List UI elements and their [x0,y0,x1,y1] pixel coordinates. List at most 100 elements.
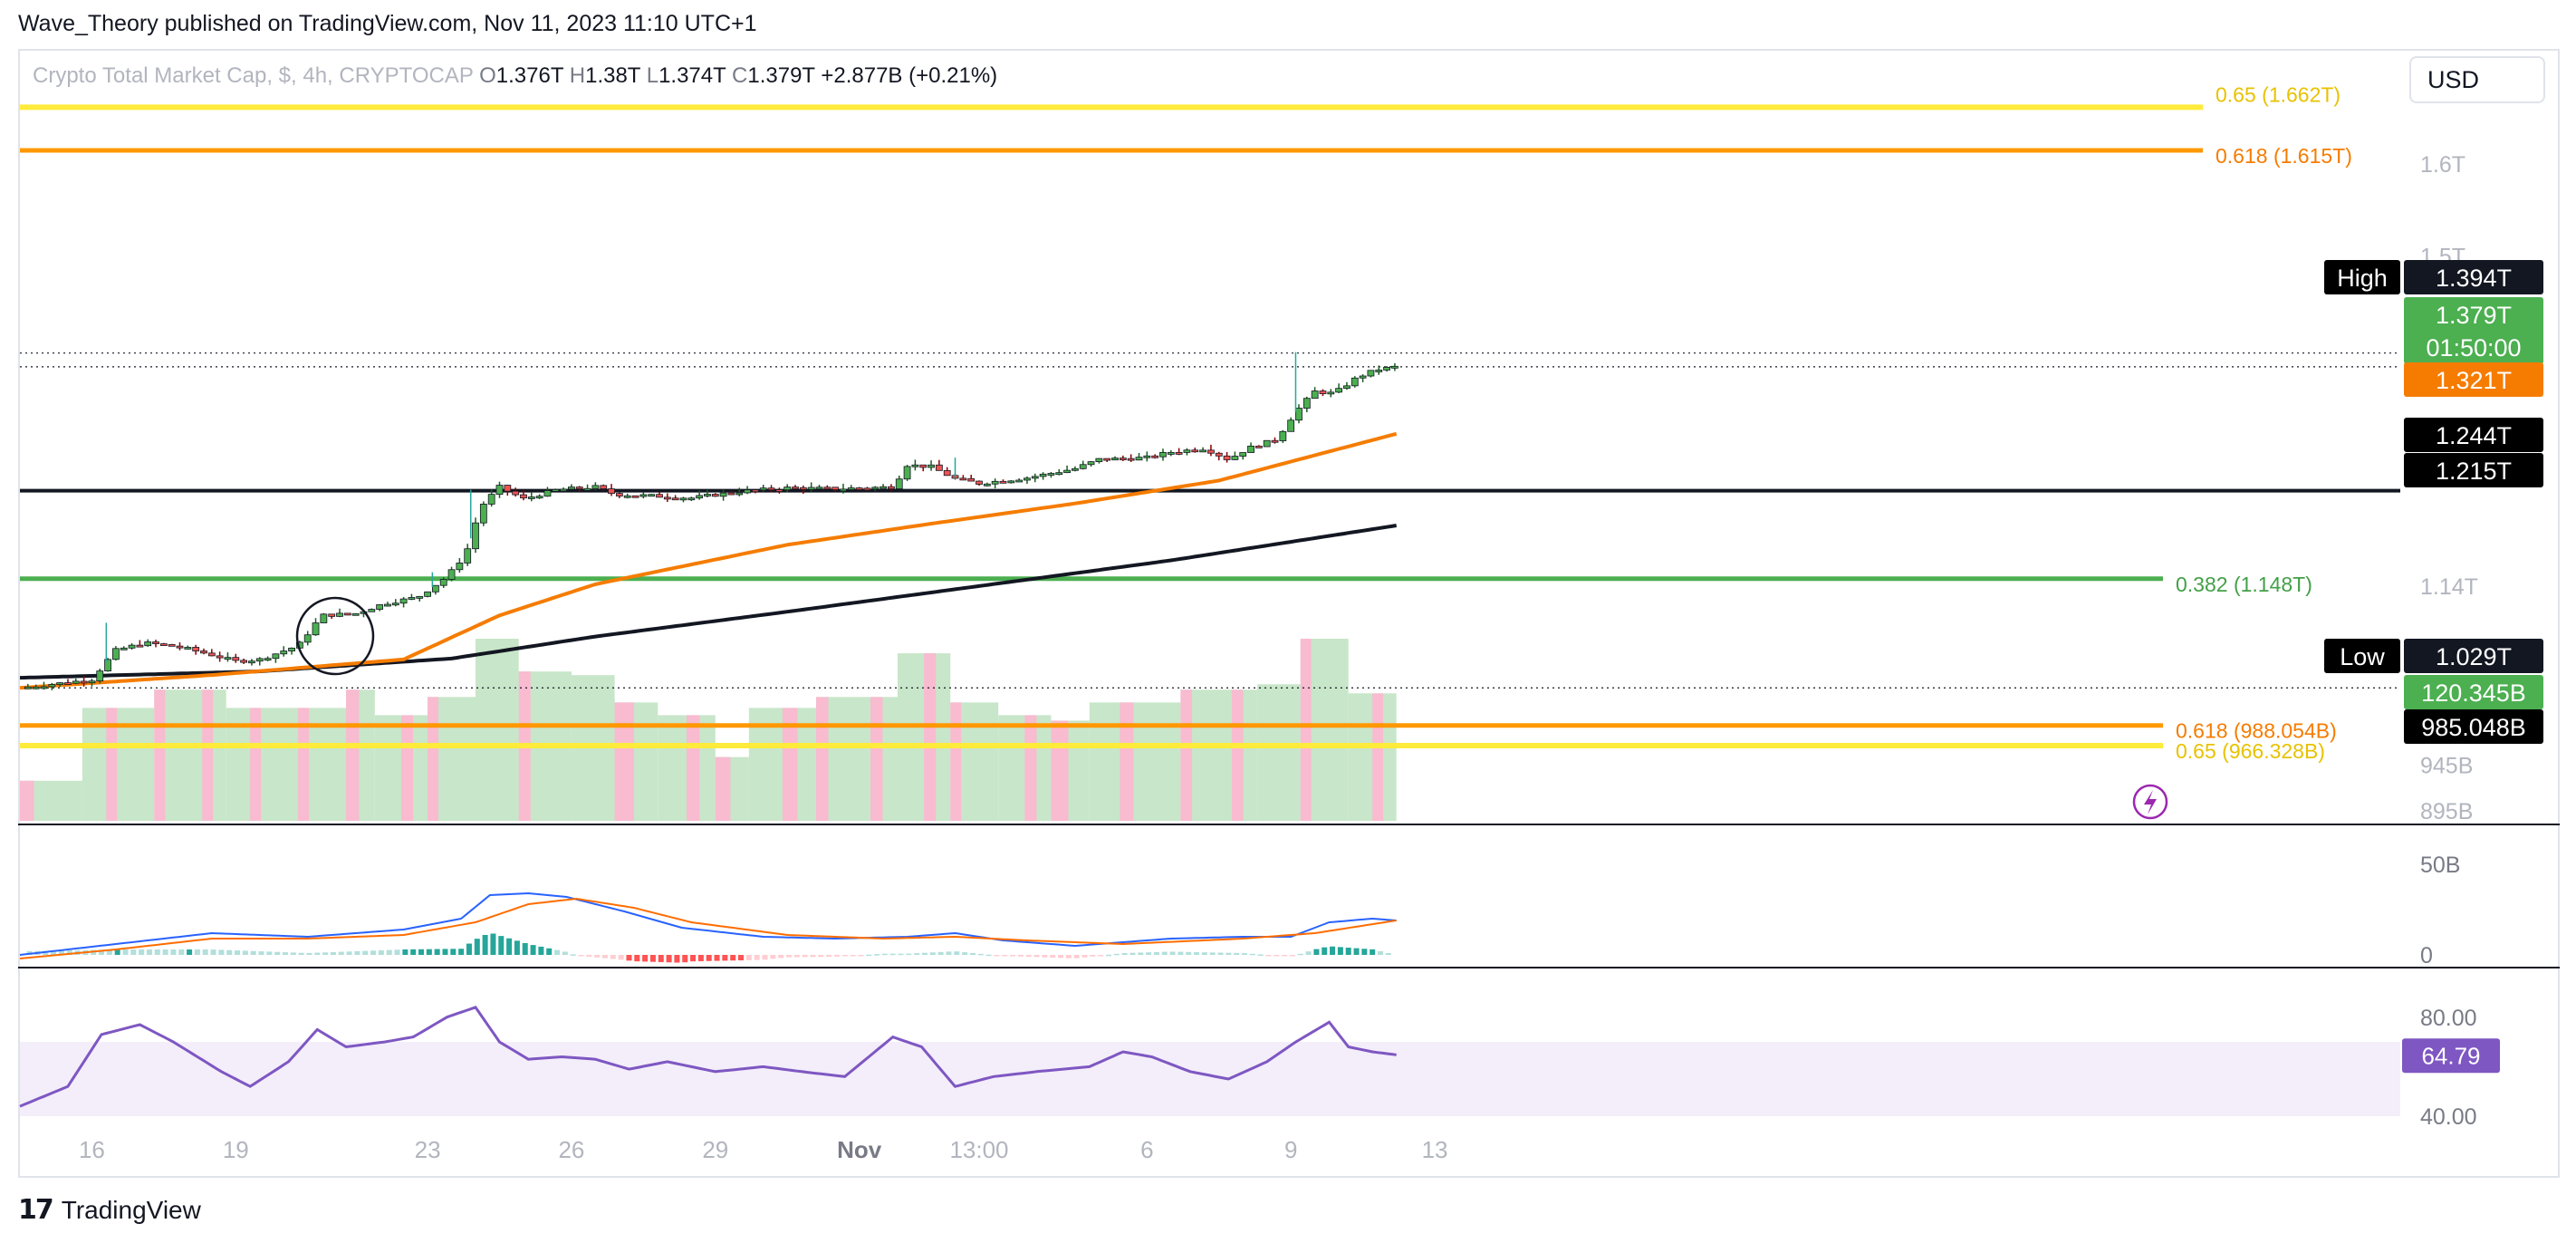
signal-line [19,897,1397,959]
macd-histogram-bar [578,955,584,957]
macd-histogram-bar [498,936,505,955]
macd-histogram-bar [634,955,640,962]
time-tick-label: Nov [837,1136,882,1163]
candle-body-up [1239,452,1247,457]
macd-histogram-bar [546,948,553,955]
candle-body-up [1079,464,1087,469]
price-badge-bg [2404,297,2543,364]
candle [855,487,863,491]
candle [991,478,999,489]
candle [815,485,823,490]
price-badge-value: 1.029T [2436,643,2512,670]
macd-histogram-bar [618,955,624,960]
candle [863,487,871,491]
macd-histogram-bar [346,951,352,955]
volume-profile-stripe [20,780,34,821]
macd-histogram-bar [610,955,616,959]
price-badge: 1.244T [2404,418,2543,452]
rsi-badge-bg [2402,1038,2500,1074]
macd-histogram-bar [1065,955,1072,959]
currency-selector[interactable]: USD [2409,56,2545,103]
candle-body-up [879,486,887,489]
macd-histogram-bar [874,954,880,956]
candle-body-up [351,612,360,616]
candle-body-up [928,464,935,468]
candle-body-down [799,487,807,490]
macd-histogram-bar [1129,952,1136,955]
candle [999,479,1007,484]
candle-body-down [752,489,759,493]
macd-histogram-bar [1241,953,1247,955]
macd-histogram-bar [962,952,968,955]
macd-histogram-bar [722,955,728,961]
candle-body-up [527,496,535,499]
macd-histogram-bar [178,949,185,955]
macd-histogram-bar [139,949,145,955]
macd-histogram-bar [1201,952,1207,955]
price-badge-countdown: 01:50:00 [2426,334,2521,361]
macd-histogram-bar [58,950,64,955]
volume-profile-stripe [428,697,438,821]
candle-body-down [176,645,184,649]
candle [671,495,679,501]
candle-body-down [831,487,840,490]
level-label-fib_65_bottom: 0.65 (966.328B) [2176,739,2325,763]
candle [1167,450,1175,457]
candle-body-up [871,487,879,490]
candle [1231,451,1239,460]
footer-brand[interactable]: 𝟭𝟳 TradingView [18,1194,201,1226]
candle [1191,448,1199,453]
candle [1135,452,1143,461]
symbol-title[interactable]: Crypto Total Market Cap, $, 4h, CRYPTOCA… [33,63,474,88]
level-label-fib_382: 0.382 (1.148T) [2176,573,2312,596]
macd-histogram-bar [1121,952,1128,955]
candle-body-up [72,680,80,684]
candle [799,485,807,494]
candle [775,487,783,494]
candle [1327,389,1335,398]
candle-body-down [216,655,224,659]
candle-body-up [1072,467,1079,471]
macd-histogram-bar [881,953,888,956]
macd-histogram-bar [522,942,528,955]
macd-histogram-bar [1050,955,1056,959]
macd-histogram-bar [946,951,952,955]
candle [639,492,648,499]
volume-profile-stripe [815,697,829,821]
candle [399,597,408,608]
macd-histogram-bar [626,955,632,961]
candle [767,485,775,493]
candle [464,544,472,566]
candle-body-down [64,682,72,685]
candle-body-up [1287,419,1295,432]
candle [80,676,88,687]
low-value: 1.374T [658,63,726,88]
candle [744,486,751,495]
macd-histogram-bar [122,949,129,955]
candle [1079,460,1087,470]
candle-body-down [727,492,735,496]
candle [527,492,535,502]
candle-body-up [911,464,919,467]
candle-body-down [671,497,679,501]
candle [1391,362,1399,371]
macd-histogram-bar [738,955,745,961]
volume-profile-stripe [1120,702,1134,821]
candle [176,641,184,650]
rsi-band [20,1042,2400,1116]
candle-body-down [168,643,176,647]
candle [40,681,48,690]
candle [391,599,399,607]
macd-histogram-bar [642,955,649,962]
macd-histogram-bar [306,952,312,955]
volume-profile-stripe [202,689,214,821]
price-badge-value: 1.215T [2436,458,2512,485]
candle-body-up [1359,375,1367,379]
candle-body-up [1055,472,1063,476]
candle [783,484,792,493]
macd-histogram-bar [1322,947,1328,955]
candle [911,459,919,471]
macd-histogram-bar [402,949,409,955]
candle-body-up [1087,461,1095,466]
